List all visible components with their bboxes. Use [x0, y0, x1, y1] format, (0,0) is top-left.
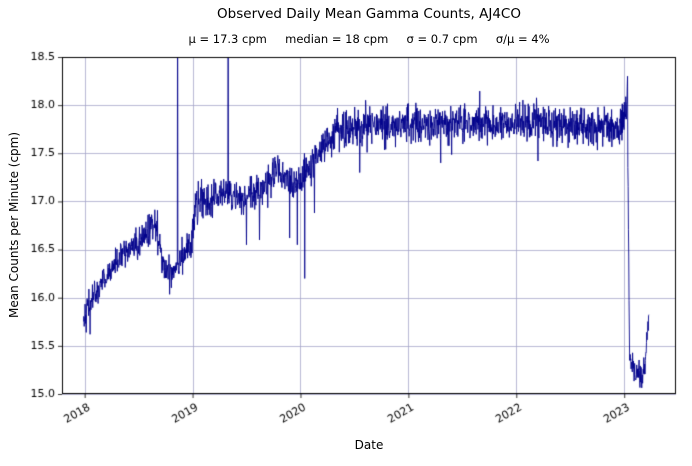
x-axis-label: Date — [354, 438, 384, 452]
chart-title: Observed Daily Mean Gamma Counts, AJ4CO — [217, 6, 521, 22]
y-axis-label: Mean Counts per Minute (cpm) — [7, 131, 21, 319]
chart-stats: μ = 17.3 cpm median = 18 cpm σ = 0.7 cpm… — [188, 32, 550, 46]
